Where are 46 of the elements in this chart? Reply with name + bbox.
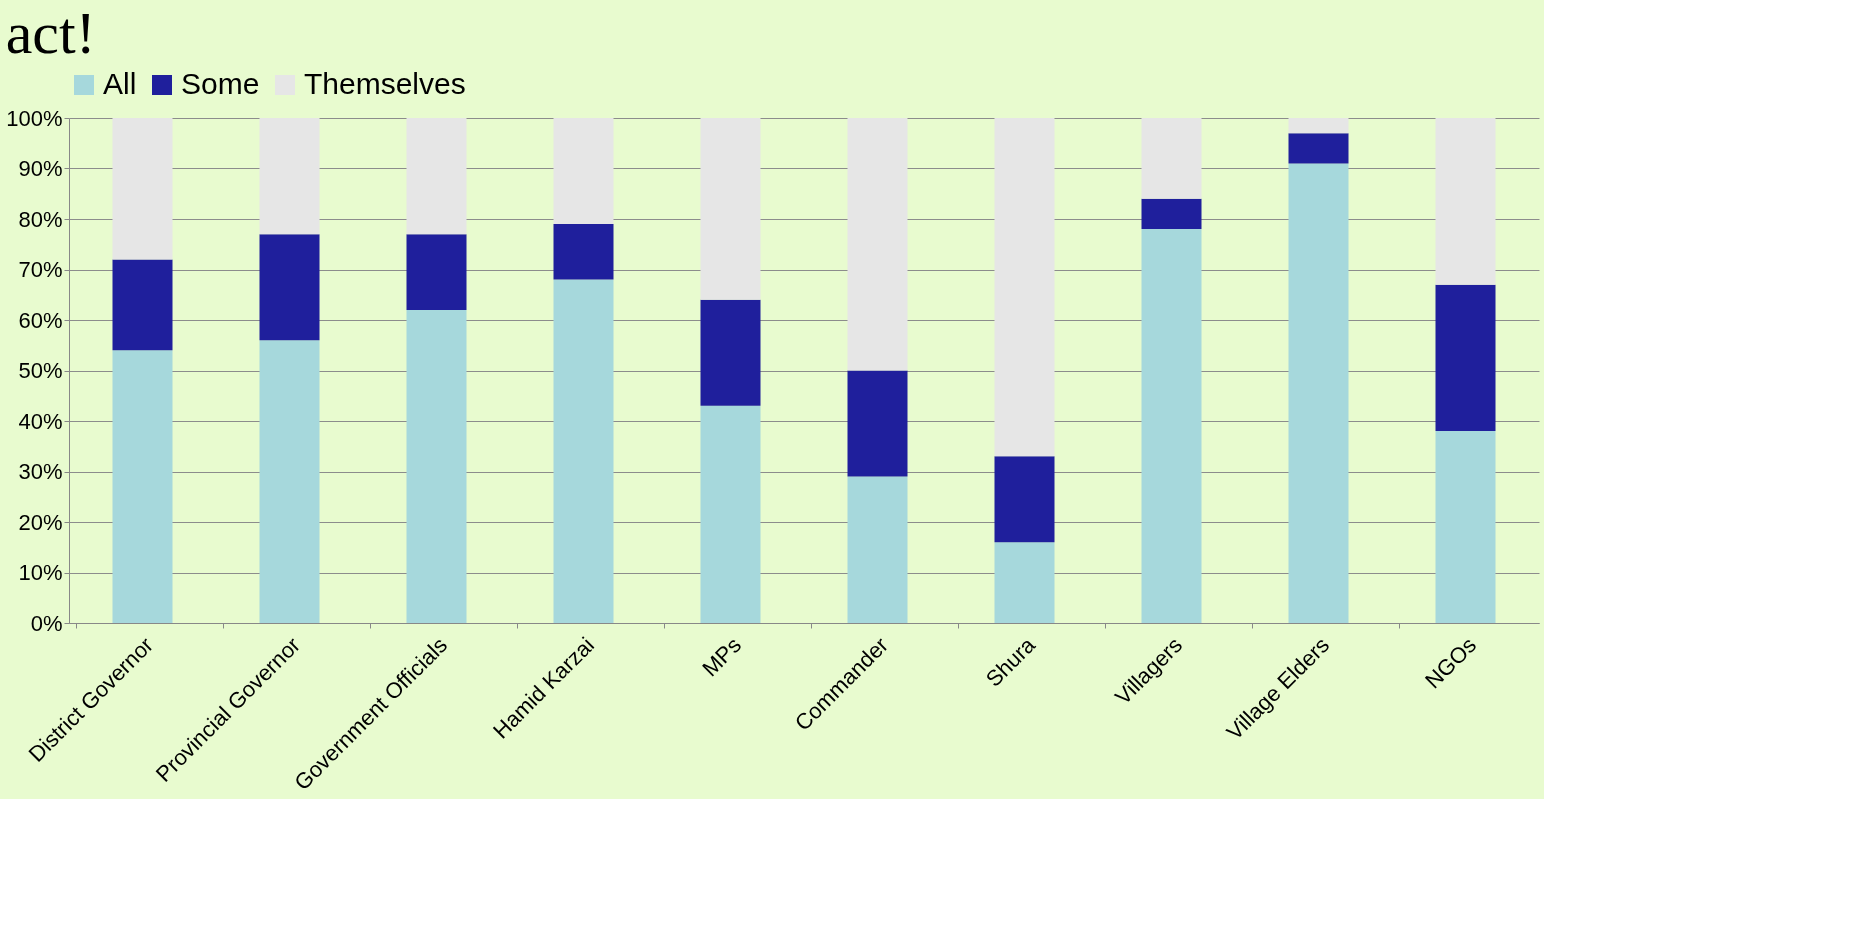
x-tick-label: MPs xyxy=(697,632,747,682)
y-tick-label: 80% xyxy=(18,206,63,232)
bar xyxy=(406,118,467,235)
bar xyxy=(1288,163,1349,623)
bar xyxy=(700,405,761,623)
bar xyxy=(1141,118,1202,199)
y-tick-label: 40% xyxy=(18,408,63,434)
bar xyxy=(112,350,173,623)
bar xyxy=(112,118,173,260)
bar xyxy=(700,118,761,300)
bar xyxy=(112,259,173,351)
chart-title: act! xyxy=(5,0,96,66)
y-tick-label: 100% xyxy=(6,105,63,131)
bar xyxy=(847,476,908,623)
bar xyxy=(847,118,908,371)
y-tick-label: 70% xyxy=(18,257,63,282)
bar xyxy=(1435,284,1496,432)
bar xyxy=(259,340,320,623)
bar xyxy=(847,370,908,477)
bar xyxy=(259,234,320,341)
legend-label: Themselves xyxy=(304,67,466,100)
y-tick-label: 50% xyxy=(18,358,63,383)
bar xyxy=(1141,198,1202,230)
bar xyxy=(1141,229,1202,623)
bar xyxy=(1435,431,1496,623)
legend-label: Some xyxy=(181,67,260,100)
bar xyxy=(1288,118,1349,134)
bar xyxy=(994,456,1055,543)
bar xyxy=(259,118,320,235)
bar xyxy=(553,279,614,623)
y-tick-label: 90% xyxy=(18,156,63,181)
legend-label: All xyxy=(103,67,137,100)
bar xyxy=(553,224,614,280)
bar xyxy=(994,542,1055,623)
y-tick-label: 0% xyxy=(30,610,63,636)
bar xyxy=(406,309,467,623)
y-tick-label: 30% xyxy=(18,459,63,484)
y-tick-label: 60% xyxy=(18,307,63,333)
bar xyxy=(553,118,614,225)
y-tick-label: 10% xyxy=(18,560,63,585)
bar xyxy=(406,234,467,310)
bar xyxy=(1288,133,1349,164)
bar xyxy=(700,299,761,406)
bar xyxy=(994,118,1055,457)
bar xyxy=(1435,118,1496,285)
y-tick-label: 20% xyxy=(18,509,63,535)
